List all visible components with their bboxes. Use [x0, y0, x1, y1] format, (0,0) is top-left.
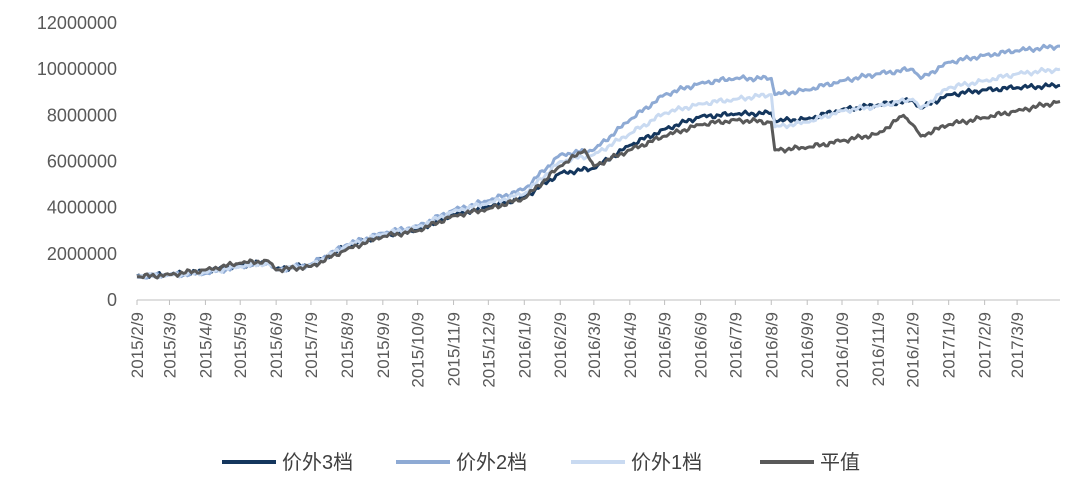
legend-label: 价外1档 [631, 451, 702, 474]
x-tick-label: 2015/12/9 [479, 312, 498, 388]
legend-label: 价外2档 [456, 451, 527, 474]
x-tick-label: 2015/4/9 [196, 312, 215, 378]
y-tick-label: 12000000 [37, 13, 117, 33]
x-tick-label: 2015/3/9 [160, 312, 179, 378]
x-tick-label: 2015/9/9 [374, 312, 393, 378]
x-tick-label: 2016/5/9 [656, 312, 675, 378]
series-layer [136, 43, 1061, 280]
x-tick-label: 2015/8/9 [338, 312, 357, 378]
x-tick-label: 2016/3/9 [585, 312, 604, 378]
x-tick-label: 2016/4/9 [621, 312, 640, 378]
y-tick-label: 4000000 [47, 198, 117, 218]
x-tick-label: 2017/1/9 [940, 312, 959, 378]
x-tick-label: 2017/3/9 [1008, 312, 1027, 378]
series-line [136, 99, 1061, 280]
x-tick-label: 2015/10/9 [409, 312, 428, 388]
x-tick-label: 2015/5/9 [231, 312, 250, 378]
legend: 价外3档 价外2档 价外1档 平值 [222, 451, 860, 474]
x-tick-label: 2016/6/9 [692, 312, 711, 378]
x-tick-label: 2016/9/9 [798, 312, 817, 378]
legend-label: 平值 [820, 451, 860, 474]
x-tick-label: 2015/11/9 [445, 312, 464, 386]
x-tick-label: 2015/2/9 [128, 312, 147, 378]
x-tick-label: 2015/6/9 [267, 312, 286, 378]
x-axis: 2015/2/9 2015/3/9 2015/4/9 2015/5/9 2015/6/9… [128, 299, 1060, 388]
y-tick-label: 10000000 [37, 59, 117, 79]
x-tick-label: 2016/11/9 [869, 312, 888, 386]
x-tick-label: 2016/8/9 [762, 312, 781, 378]
y-tick-label: 0 [107, 290, 117, 310]
x-tick-label: 2016/2/9 [551, 312, 570, 378]
series-line [136, 82, 1061, 279]
x-tick-label: 2017/2/9 [976, 312, 995, 378]
x-tick-label: 2016/1/9 [515, 312, 534, 378]
y-tick-label: 6000000 [47, 152, 117, 172]
legend-label: 价外3档 [282, 451, 353, 474]
y-tick-label: 2000000 [47, 244, 117, 264]
series-line [136, 66, 1061, 280]
x-tick-label: 2015/7/9 [302, 312, 321, 378]
y-axis: 0 2000000 4000000 6000000 8000000 10000000 120… [37, 13, 117, 310]
x-tick-label: 2016/12/9 [904, 312, 923, 388]
x-tick-label: 2016/10/9 [833, 312, 852, 388]
y-tick-label: 8000000 [47, 105, 117, 125]
x-tick-label: 2016/7/9 [726, 312, 745, 378]
